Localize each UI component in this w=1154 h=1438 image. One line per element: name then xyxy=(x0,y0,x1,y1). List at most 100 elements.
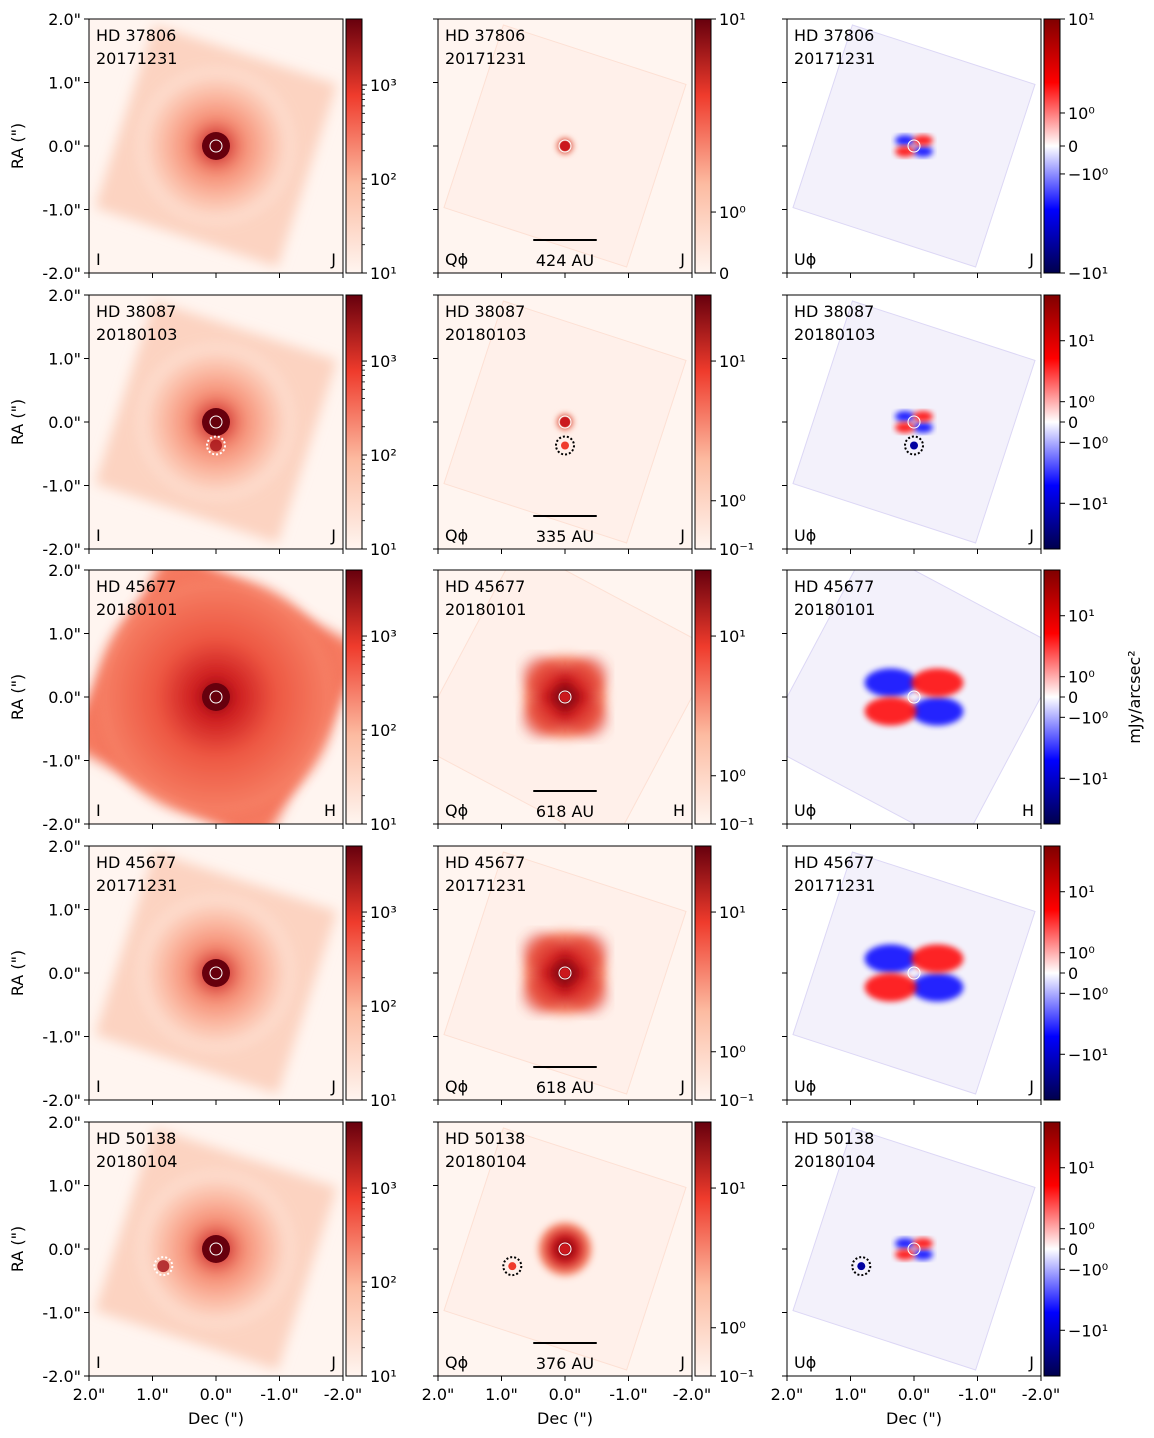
polarized-lobe xyxy=(523,701,559,737)
colorbar-tick-label: 10² xyxy=(370,1273,397,1292)
colorbar-tick-label: 10³ xyxy=(370,1179,397,1198)
colorbar-tick-label: −10¹ xyxy=(1068,264,1108,283)
colorbar-tick-label: 10¹ xyxy=(719,10,746,29)
colorbar-strip xyxy=(1043,845,1061,1101)
u-positive-lobe xyxy=(913,1238,933,1249)
x-tick-label: 2.0" xyxy=(422,1385,455,1404)
column-label: I xyxy=(96,1077,101,1096)
y-tick-label: 0.0" xyxy=(48,413,81,432)
field-of-view xyxy=(792,24,1036,268)
u-positive-lobe xyxy=(913,411,933,422)
panel-u-5: HD 50138 20180104 Uϕ J 2.0" 1.0" 0.0" -1.0" -2.0… xyxy=(771,1121,1061,1404)
y-tick-label: -2.0" xyxy=(42,1091,81,1110)
polarized-center xyxy=(560,1244,570,1254)
colorbar-tick-label: 10⁰ xyxy=(1068,104,1095,123)
colorbar-tick-label: −10¹ xyxy=(1068,1045,1108,1064)
u-negative-lobe xyxy=(913,146,933,157)
panel-i-1: HD 37806 20171231 I J 2.0" 1.0" 0.0" -1.0" -2.0" xyxy=(42,10,344,283)
panel-u-1: HD 37806 20171231 Uϕ J xyxy=(782,18,1042,278)
scale-bar-label: 335 AU xyxy=(536,527,594,546)
polarized-lobe xyxy=(571,933,607,969)
polarized-center xyxy=(560,141,570,151)
colorbar-strip xyxy=(345,569,363,825)
star-name-label: HD 50138 xyxy=(96,1129,176,1148)
panel-u-3: HD 45677 20180101 Uϕ H xyxy=(782,569,1042,829)
coronagraph-mask xyxy=(907,139,921,153)
band-label: J xyxy=(679,526,685,545)
star-name-label: HD 38087 xyxy=(445,302,525,321)
y-tick-label: -1.0" xyxy=(42,1304,81,1323)
column-label: Qϕ xyxy=(445,1353,468,1372)
polarized-center xyxy=(560,417,570,427)
u-positive-lobe xyxy=(895,1249,915,1260)
date-label: 20171231 xyxy=(794,49,875,68)
coronagraph-mask xyxy=(209,690,223,704)
companion-marker xyxy=(904,435,924,456)
colorbar-q-2: 10¹ 10⁰ 10⁻¹ xyxy=(694,294,754,559)
u-positive-lobe xyxy=(911,944,964,973)
scale-bar-label: 424 AU xyxy=(536,251,594,270)
band-label: H xyxy=(673,801,685,820)
y-tick-label: 0.0" xyxy=(48,964,81,983)
y-tick-label: -2.0" xyxy=(42,1367,81,1386)
field-of-view xyxy=(792,851,1036,1095)
colorbar-strip xyxy=(1043,294,1061,550)
image-field xyxy=(95,1128,337,1370)
y-tick-label: 2.0" xyxy=(48,1113,81,1132)
colorbar-strip xyxy=(694,845,712,1101)
colorbar-tick-label: 10¹ xyxy=(719,903,746,922)
companion-source xyxy=(561,441,569,450)
colorbar-tick-label: 10¹ xyxy=(1068,10,1095,29)
y-axis-label: RA (") xyxy=(8,674,27,720)
colorbar-q-1: 10¹ 10⁰ 0 xyxy=(694,10,746,283)
y-tick-label: -2.0" xyxy=(42,540,81,559)
y-tick-label: -1.0" xyxy=(42,752,81,771)
companion-marker xyxy=(502,1256,523,1277)
scale-bar-label: 618 AU xyxy=(536,802,594,821)
coronagraph-mask xyxy=(209,966,223,980)
coronagraph-mask xyxy=(558,1242,572,1256)
star-name-label: HD 45677 xyxy=(445,577,525,596)
polarized-lobe xyxy=(523,933,559,969)
u-positive-lobe xyxy=(895,422,915,433)
companion-source xyxy=(210,439,222,452)
colorbar-tick-label: 0 xyxy=(1068,964,1078,983)
scale-bar-label: 618 AU xyxy=(536,1078,594,1097)
colorbar-tick-label: 10⁰ xyxy=(1068,1220,1095,1239)
x-tick-label: -1.0" xyxy=(260,1385,299,1404)
polarized-lobe xyxy=(571,657,607,693)
y-tick-label: -2.0" xyxy=(42,264,81,283)
x-tick-label: 2.0" xyxy=(771,1385,804,1404)
companion-source xyxy=(508,1262,517,1271)
date-label: 20180103 xyxy=(96,325,177,344)
companion-marker xyxy=(206,435,226,456)
colorbar-tick-label: −10¹ xyxy=(1068,494,1108,513)
panel-i-2: HD 38087 20180103 I J 2.0" 1.0" 0.0" -1.0" -2.0" xyxy=(42,286,344,559)
y-tick-label: 0.0" xyxy=(48,688,81,707)
colorbar-tick-label: 10³ xyxy=(370,903,397,922)
colorbar-tick-label: 10⁰ xyxy=(1068,668,1095,687)
colorbar-tick-label: 10³ xyxy=(370,76,397,95)
stellar-core xyxy=(202,683,230,711)
colorbar-tick-label: 10¹ xyxy=(370,1091,397,1110)
x-tick-label: -1.0" xyxy=(958,1385,997,1404)
colorbar-tick-label: 10³ xyxy=(370,627,397,646)
star-name-label: HD 45677 xyxy=(96,853,176,872)
y-axis-label: RA (") xyxy=(8,123,27,169)
coronagraph-mask xyxy=(558,139,572,153)
date-label: 20171231 xyxy=(96,49,177,68)
colorbar-tick-label: 0 xyxy=(719,264,729,283)
image-field xyxy=(787,570,1041,824)
colorbar-tick-label: −10¹ xyxy=(1068,769,1108,788)
polarized-lobe xyxy=(523,977,559,1013)
colorbar-tick-label: 10¹ xyxy=(1068,607,1095,626)
y-tick-label: 1.0" xyxy=(48,901,81,920)
colorbar-tick-label: 10¹ xyxy=(370,264,397,283)
x-tick-label: -2.0" xyxy=(1022,1385,1061,1404)
star-name-label: HD 38087 xyxy=(96,302,176,321)
colorbar-tick-label: 0 xyxy=(1068,413,1078,432)
star-name-label: HD 37806 xyxy=(96,26,176,45)
y-tick-label: 1.0" xyxy=(48,1177,81,1196)
